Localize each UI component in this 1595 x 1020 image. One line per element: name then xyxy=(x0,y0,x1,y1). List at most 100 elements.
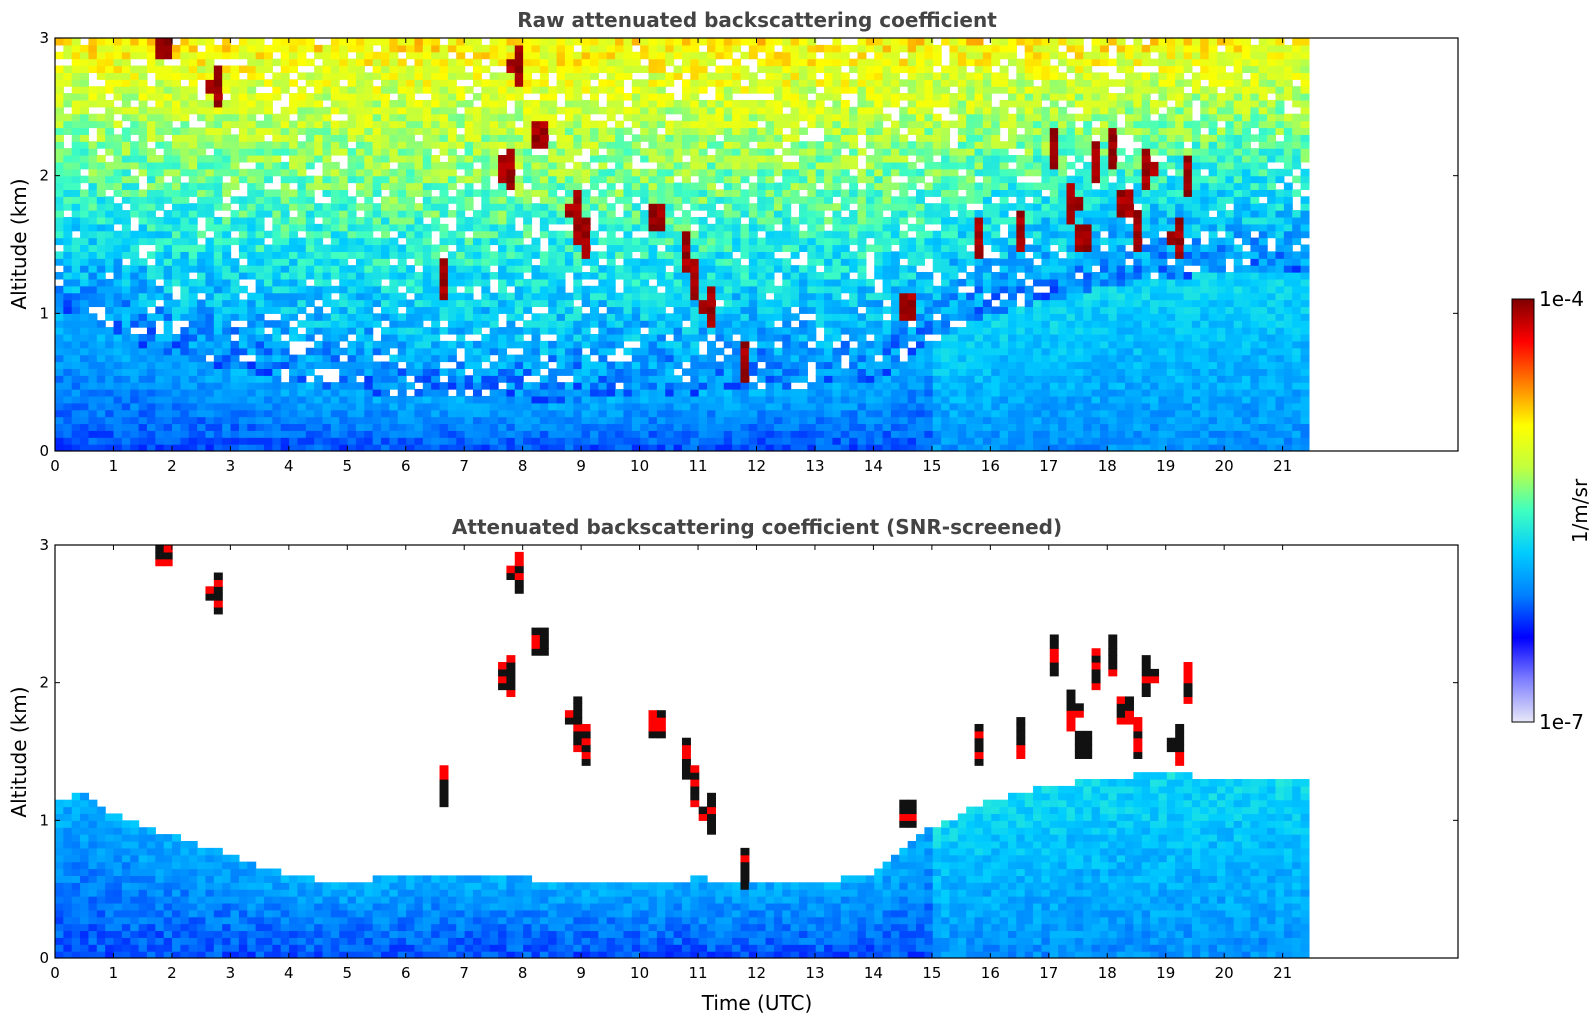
heatmap-cell xyxy=(815,223,825,232)
heatmap-cell xyxy=(113,389,123,397)
heatmap-cell xyxy=(197,148,207,156)
heatmap-cell xyxy=(238,223,248,232)
heatmap-cell xyxy=(773,120,783,129)
heatmap-cell xyxy=(188,38,198,46)
heatmap-cell xyxy=(698,189,708,197)
heatmap-cell xyxy=(272,113,282,122)
heatmap-cell xyxy=(472,361,482,369)
heatmap-cell xyxy=(447,168,457,177)
heatmap-cell xyxy=(640,216,650,225)
heatmap-cell xyxy=(381,272,390,280)
heatmap-cell xyxy=(431,272,441,280)
heatmap-cell xyxy=(305,237,315,246)
heatmap-cell xyxy=(247,389,257,397)
heatmap-cell xyxy=(272,361,282,369)
heatmap-cell xyxy=(631,292,641,301)
heatmap-cell xyxy=(364,127,374,135)
heatmap-cell xyxy=(289,168,299,177)
heatmap-cell xyxy=(397,93,407,101)
heatmap-cell xyxy=(782,320,792,328)
heatmap-cell xyxy=(615,86,625,94)
heatmap-cell xyxy=(372,437,382,445)
heatmap-cell xyxy=(606,182,616,191)
heatmap-cell xyxy=(782,216,792,225)
heatmap-cell xyxy=(790,148,800,156)
heatmap-cell xyxy=(272,223,282,232)
heatmap-cell xyxy=(799,320,808,328)
heatmap-cell xyxy=(690,120,700,129)
heatmap-cell xyxy=(197,299,207,308)
heatmap-cell xyxy=(105,347,115,356)
heatmap-cell xyxy=(656,216,666,225)
heatmap-cell xyxy=(280,120,290,129)
heatmap-cell xyxy=(163,278,173,287)
heatmap-cell xyxy=(155,333,165,342)
heatmap-cell xyxy=(222,265,232,273)
heatmap-cell xyxy=(205,141,215,149)
heatmap-cell xyxy=(648,313,658,321)
heatmap-cell xyxy=(581,99,591,108)
heatmap-cell xyxy=(757,86,767,94)
heatmap-cell xyxy=(590,361,599,369)
heatmap-cell xyxy=(815,444,825,451)
heatmap-cell xyxy=(105,99,115,108)
heatmap-cell xyxy=(297,161,307,170)
heatmap-cell xyxy=(824,361,834,369)
heatmap-cell xyxy=(314,347,324,356)
heatmap-cell xyxy=(422,313,432,321)
heatmap-cell xyxy=(648,168,658,177)
heatmap-cell xyxy=(255,230,265,239)
heatmap-cell xyxy=(80,161,90,170)
heatmap-cell xyxy=(113,437,123,445)
heatmap-cell xyxy=(197,389,207,397)
heatmap-cell xyxy=(464,216,474,225)
heatmap-cell xyxy=(556,395,566,404)
heatmap-cell xyxy=(88,65,98,74)
heatmap-cell xyxy=(824,285,834,294)
heatmap-cell xyxy=(138,134,148,142)
heatmap-cell xyxy=(548,155,558,163)
heatmap-cell xyxy=(322,258,332,266)
heatmap-cell xyxy=(773,155,783,163)
heatmap-cell xyxy=(414,58,424,67)
heatmap-cell xyxy=(180,58,190,67)
heatmap-cell xyxy=(55,141,64,149)
heatmap-cell xyxy=(222,444,232,451)
heatmap-cell xyxy=(690,44,700,53)
heatmap-cell xyxy=(765,210,775,218)
heatmap-cell xyxy=(732,320,742,328)
heatmap-cell xyxy=(71,437,81,445)
heatmap-cell xyxy=(197,251,207,259)
heatmap-cell xyxy=(498,299,508,308)
heatmap-cell xyxy=(289,65,299,74)
heatmap-cell xyxy=(289,58,299,67)
heatmap-cell xyxy=(447,347,457,356)
heatmap-cell xyxy=(280,58,290,67)
heatmap-cell xyxy=(606,155,616,163)
heatmap-cell xyxy=(238,347,248,356)
heatmap-cell xyxy=(514,72,524,80)
heatmap-cell xyxy=(581,430,591,438)
heatmap-cell xyxy=(96,395,106,404)
heatmap-cell xyxy=(447,134,457,142)
heatmap-cell xyxy=(707,134,716,142)
heatmap-cell xyxy=(172,375,181,383)
heatmap-cell xyxy=(506,148,516,156)
heatmap-cell xyxy=(464,292,474,301)
heatmap-cell xyxy=(414,216,424,225)
heatmap-cell xyxy=(447,44,457,53)
heatmap-cell xyxy=(447,58,457,67)
heatmap-cell xyxy=(790,278,800,287)
heatmap-cell xyxy=(280,189,290,197)
heatmap-cell xyxy=(456,38,466,46)
heatmap-cell xyxy=(815,203,825,211)
heatmap-cell xyxy=(431,161,441,170)
heatmap-cell xyxy=(723,306,733,314)
heatmap-cell xyxy=(322,437,332,445)
heatmap-cell xyxy=(96,120,106,129)
heatmap-cell xyxy=(230,237,240,246)
heatmap-cell xyxy=(272,168,282,177)
heatmap-cell xyxy=(598,265,608,273)
heatmap-cell xyxy=(339,402,349,411)
heatmap-cell xyxy=(732,313,742,321)
